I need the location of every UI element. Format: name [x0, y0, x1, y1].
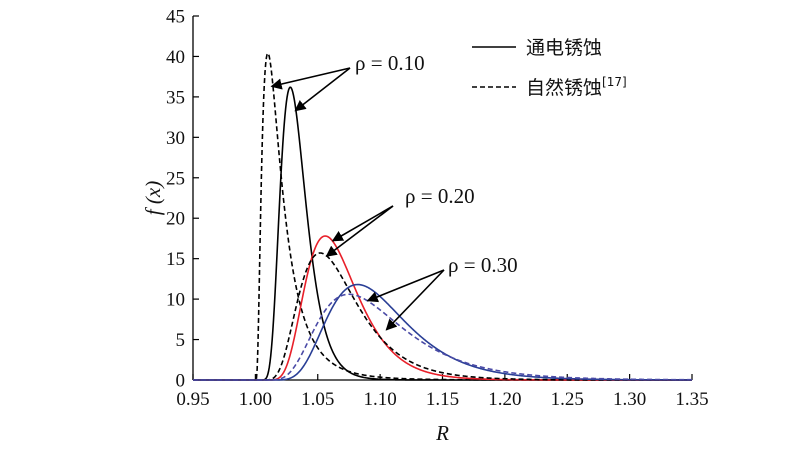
legend-label-text: 自然锈蚀: [526, 77, 602, 99]
x-tick-label: 1.35: [675, 389, 708, 410]
y-tick-label: 30: [166, 128, 185, 149]
legend-label-text: 通电锈蚀: [526, 37, 602, 59]
y-tick-label: 45: [166, 7, 185, 28]
y-tick-label: 35: [166, 87, 185, 108]
y-tick-label: 25: [166, 168, 185, 189]
axes: 0 5 10 15 20 25 30 35 40 45 0.95 1.00 1.05 1.10 1.15 1.…: [141, 7, 709, 446]
x-axis-label: R: [435, 421, 449, 445]
series-line-rho-010-solid: [193, 86, 692, 381]
y-tick-label: 40: [166, 47, 185, 68]
annotations: ρ = 0.10 ρ = 0.20 ρ = 0.30: [270, 51, 518, 331]
annotation-arrow: [325, 205, 394, 257]
legend-label: 通电锈蚀: [526, 37, 602, 59]
y-tick-label: 10: [166, 290, 185, 311]
series-line-rho-030-solid: [193, 283, 692, 381]
annotation-arrow: [270, 67, 351, 90]
series-layer: [193, 51, 693, 381]
annotation-arrow: [385, 269, 445, 331]
x-tick-label: 0.95: [176, 389, 209, 410]
y-tick-label: 0: [176, 371, 186, 392]
x-tick-label: 1.00: [239, 389, 272, 410]
y-tick-label: 5: [176, 330, 186, 351]
series-line-rho-030-dashed: [193, 293, 693, 381]
series-line-rho-020-solid: [193, 235, 692, 381]
legend-label: 自然锈蚀[17]: [526, 75, 627, 99]
x-tick-label: 1.10: [364, 389, 397, 410]
x-tick-label: 1.15: [426, 389, 459, 410]
x-tick-label: 1.25: [551, 389, 584, 410]
annotation-arrow: [366, 269, 445, 303]
annotation-label: ρ = 0.30: [448, 253, 518, 277]
x-tick-label: 1.30: [613, 389, 646, 410]
annotation-arrow: [294, 67, 351, 112]
y-tick-label: 15: [166, 249, 185, 270]
annotation-label: ρ = 0.10: [355, 51, 425, 75]
x-tick-label: 1.05: [301, 389, 334, 410]
y-axis-label: f (x): [141, 181, 165, 215]
y-tick-label: 20: [166, 209, 185, 230]
legend-reference: [17]: [602, 75, 627, 89]
x-tick-label: 1.20: [488, 389, 521, 410]
annotation-arrow: [331, 205, 394, 242]
annotation-label: ρ = 0.20: [405, 184, 475, 208]
series-line-rho-010-dashed: [193, 51, 692, 381]
